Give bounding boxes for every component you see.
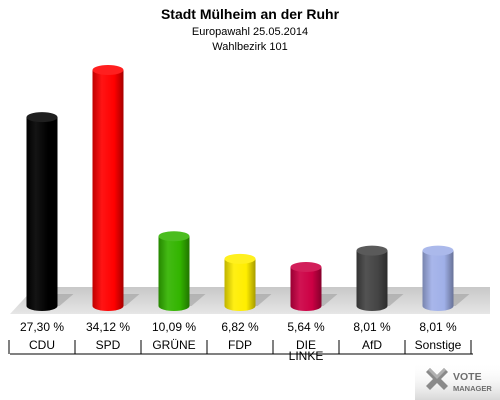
value-label: 5,64 % [287, 320, 325, 334]
bar-afd [356, 245, 404, 311]
logo-text-vote: VOTE [453, 371, 482, 383]
value-label: 34,12 % [86, 320, 130, 334]
bar-top-cap [26, 112, 58, 123]
bar-body [224, 258, 256, 311]
value-label: 27,30 % [20, 320, 64, 334]
logo-text-manager: MANAGER [453, 384, 492, 393]
category-label: LINKE [289, 349, 324, 363]
bar-top-cap [422, 245, 454, 256]
chart-title: Stadt Mülheim an der Ruhr [161, 6, 340, 22]
category-label: GRÜNE [152, 338, 195, 352]
category-label: CDU [29, 338, 55, 352]
logo-backdrop [415, 362, 500, 400]
bar-spd [92, 65, 140, 311]
category-label: SPD [96, 338, 121, 352]
bar-fdp [224, 253, 272, 311]
bars-layer [26, 65, 470, 311]
bar-grüne [158, 231, 206, 311]
bar-body [92, 70, 124, 311]
chart-subtitle-district: Wahlbezirk 101 [212, 41, 287, 53]
bar-top-cap [92, 65, 124, 75]
bar-top-cap [224, 253, 256, 264]
bar-body [422, 250, 454, 311]
bar-body [26, 117, 58, 311]
value-label: 10,09 % [152, 320, 196, 334]
value-label: 8,01 % [353, 320, 391, 334]
chart-subtitle-election: Europawahl 25.05.2014 [192, 26, 308, 38]
category-label: AfD [362, 338, 382, 352]
bar-top-cap [290, 261, 322, 272]
vote-manager-logo: VOTE MANAGER [415, 362, 500, 400]
vote-cross-icon [426, 368, 448, 390]
bar-body [158, 236, 190, 311]
value-labels-layer: 27,30 % 34,12 % 10,09 % 6,82 % 5,64 % 8,01 % 8… [20, 320, 457, 334]
bar-body [356, 250, 388, 311]
bar-cdu [26, 112, 74, 311]
bar-body [290, 266, 322, 311]
value-label: 8,01 % [419, 320, 457, 334]
value-label: 6,82 % [221, 320, 259, 334]
category-label: DIE [296, 338, 316, 352]
category-label: Sonstige [415, 338, 462, 352]
category-label: FDP [228, 338, 252, 352]
bar-top-cap [356, 245, 388, 256]
bar-die-linke [290, 261, 338, 311]
bar-top-cap [158, 231, 190, 242]
bar-sonstige [422, 245, 470, 311]
category-ticks-layer [8, 340, 472, 354]
